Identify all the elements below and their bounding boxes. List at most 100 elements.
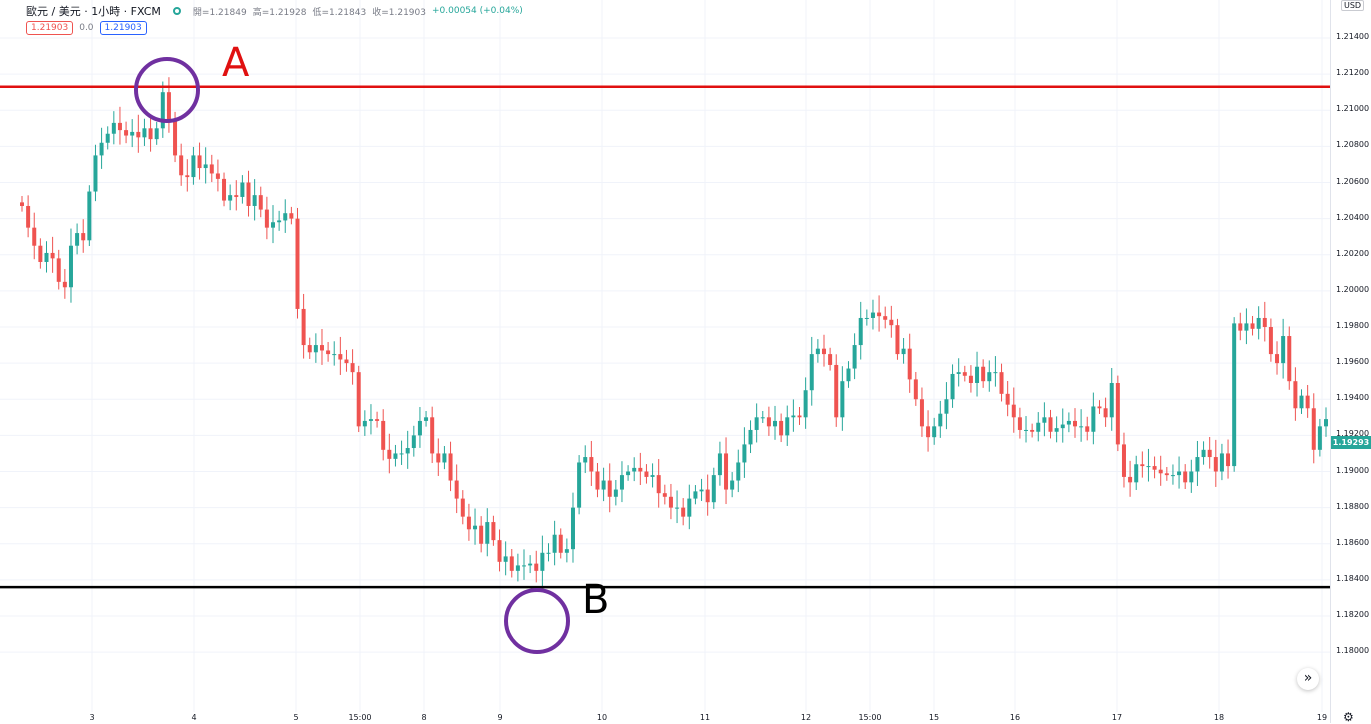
candle-body xyxy=(564,549,569,553)
candle-body xyxy=(93,155,98,192)
price-axis[interactable] xyxy=(1330,0,1371,723)
candle-body xyxy=(1085,426,1090,432)
candle-body xyxy=(797,415,802,418)
candle xyxy=(1121,432,1126,488)
candle xyxy=(1128,460,1133,497)
candle xyxy=(711,467,716,509)
candle xyxy=(442,446,447,470)
candle-body xyxy=(724,453,729,490)
candle-body xyxy=(870,312,875,318)
chart-plot-area[interactable]: A B xyxy=(0,0,1330,723)
candle-body xyxy=(607,480,612,497)
candle xyxy=(981,359,986,388)
candle xyxy=(460,490,465,525)
candle-body xyxy=(99,142,104,156)
candle-body xyxy=(173,119,178,156)
time-tick-label: 4 xyxy=(191,713,197,722)
candle-body xyxy=(362,420,367,427)
price-tick-label: 1.18800 xyxy=(1336,501,1370,511)
candle-body xyxy=(319,345,324,351)
candle xyxy=(93,144,98,202)
candle xyxy=(1140,451,1145,478)
price-tick-label: 1.20200 xyxy=(1336,248,1370,258)
candle-body xyxy=(675,507,680,509)
candle xyxy=(99,127,104,169)
candle-body xyxy=(534,563,539,571)
candle xyxy=(619,461,624,503)
candle-body xyxy=(1109,382,1114,418)
candle-body xyxy=(926,426,931,438)
buy-price-button[interactable]: 1.21903 xyxy=(99,21,147,35)
candle xyxy=(846,361,851,388)
candle-body xyxy=(473,525,478,530)
price-tick-label: 1.21200 xyxy=(1336,68,1370,78)
candle xyxy=(546,543,551,562)
candle-body xyxy=(993,372,998,374)
candle-body xyxy=(773,420,778,427)
candle-body xyxy=(20,202,24,206)
scroll-to-realtime-button[interactable]: » xyxy=(1297,668,1319,690)
candle-body xyxy=(834,364,839,418)
time-tick-label: 15:00 xyxy=(348,713,372,722)
candle xyxy=(687,484,692,530)
candle-body xyxy=(1238,323,1243,331)
candle xyxy=(1060,408,1065,443)
sell-price-button[interactable]: 1.21903 xyxy=(26,21,74,35)
candle xyxy=(515,553,520,582)
candle-body xyxy=(344,359,349,364)
candle xyxy=(736,449,741,493)
candle-body xyxy=(185,175,190,178)
candle-body xyxy=(950,373,955,400)
candle-body xyxy=(809,354,814,391)
candle xyxy=(583,445,588,474)
price-tick-label: 1.20600 xyxy=(1336,176,1370,186)
candle-body xyxy=(1324,419,1328,427)
settings-gear-icon[interactable]: ⚙ xyxy=(1343,710,1354,724)
candle xyxy=(1275,341,1280,375)
candle xyxy=(326,341,331,362)
candle-body xyxy=(693,491,698,499)
candle-body xyxy=(1036,422,1041,432)
candle xyxy=(399,440,404,465)
candle xyxy=(1079,409,1084,442)
candle-body xyxy=(289,213,294,219)
candle xyxy=(68,228,73,303)
candle xyxy=(62,269,67,299)
currency-button[interactable]: USD xyxy=(1341,0,1365,11)
candle-body xyxy=(791,415,796,418)
candle xyxy=(38,238,43,269)
candle xyxy=(1262,301,1267,342)
candle-body xyxy=(240,182,245,197)
candle-body xyxy=(393,453,398,459)
candle-body xyxy=(748,429,753,445)
candles xyxy=(20,77,1328,587)
candle-body xyxy=(785,417,790,436)
candle-body xyxy=(1281,336,1286,364)
candle xyxy=(448,441,453,492)
candle xyxy=(411,425,416,457)
candlestick-chart[interactable] xyxy=(0,0,1330,723)
ohlc-close: 收=1.21903 xyxy=(372,7,426,18)
candle-body xyxy=(228,195,233,201)
candle xyxy=(558,528,563,559)
candle xyxy=(1213,439,1218,487)
candle xyxy=(1317,418,1322,457)
candle xyxy=(283,199,288,233)
candle-body xyxy=(913,379,918,400)
candle-body xyxy=(56,258,61,282)
candle-body xyxy=(479,525,484,544)
candle-body xyxy=(815,348,820,355)
trade-pills: 1.21903 0.0 1.21903 xyxy=(26,21,147,35)
candle-body xyxy=(234,195,239,197)
candle-body xyxy=(1195,457,1200,472)
symbol-title[interactable]: 歐元 / 美元 · 1小時 · FXCM xyxy=(26,5,161,18)
candle-body xyxy=(38,245,43,262)
candle-body xyxy=(411,435,416,449)
horizontal-lines[interactable] xyxy=(0,85,1330,589)
candle xyxy=(999,363,1004,402)
candle xyxy=(1109,368,1114,431)
candle-body xyxy=(846,368,851,382)
candle-body xyxy=(1177,471,1182,476)
candle xyxy=(264,196,269,240)
candle xyxy=(1299,389,1304,414)
